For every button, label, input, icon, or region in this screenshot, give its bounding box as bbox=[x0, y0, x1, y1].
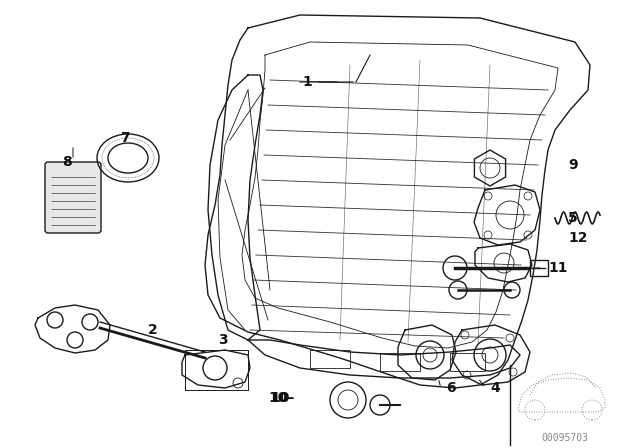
Text: 12: 12 bbox=[568, 231, 588, 245]
Text: 4: 4 bbox=[490, 381, 500, 395]
Text: 8: 8 bbox=[62, 155, 72, 169]
Bar bbox=[380, 353, 420, 371]
Text: 1: 1 bbox=[302, 75, 312, 89]
Text: 2: 2 bbox=[148, 323, 157, 337]
Bar bbox=[310, 350, 350, 368]
Text: 00095703: 00095703 bbox=[541, 433, 589, 443]
Text: 3: 3 bbox=[218, 333, 228, 347]
Text: 7: 7 bbox=[120, 131, 130, 145]
Text: 10: 10 bbox=[270, 391, 289, 405]
Text: 10–: 10– bbox=[268, 391, 294, 405]
Bar bbox=[450, 353, 485, 371]
Text: 9: 9 bbox=[568, 158, 578, 172]
Text: 6: 6 bbox=[446, 381, 456, 395]
Text: 5: 5 bbox=[568, 211, 578, 225]
Text: 11: 11 bbox=[548, 261, 568, 275]
FancyBboxPatch shape bbox=[45, 162, 101, 233]
